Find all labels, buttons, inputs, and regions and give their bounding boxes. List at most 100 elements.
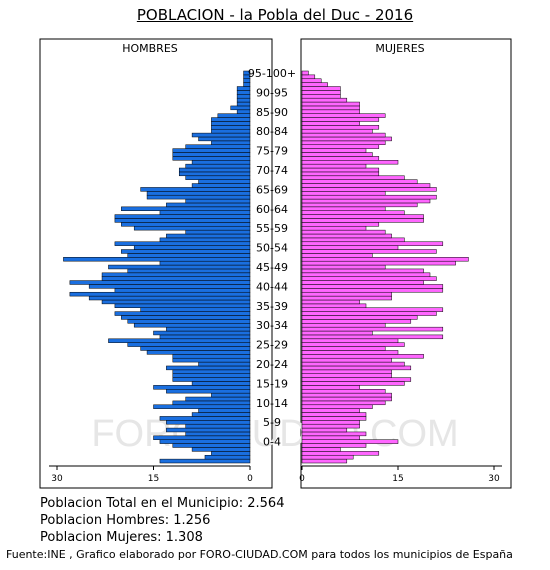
- men-bar-age-94: [236, 94, 251, 99]
- men-bar-age-69: [146, 191, 251, 196]
- age-label: 5-9: [263, 416, 281, 429]
- men-bar-age-95: [236, 90, 251, 95]
- men-bar-age-29: [140, 346, 251, 351]
- men-bar-age-66: [166, 202, 251, 208]
- women-bar-age-81: [301, 144, 380, 149]
- men-bar-age-0: [159, 458, 251, 464]
- men-bar-age-7: [185, 431, 251, 437]
- men-bar-age-92: [236, 101, 251, 107]
- men-bar-age-87: [211, 121, 251, 126]
- women-bar-age-7: [301, 431, 367, 437]
- women-bar-age-85: [301, 128, 373, 134]
- women-bar-age-77: [301, 160, 399, 165]
- women-bar-age-20: [301, 381, 405, 386]
- women-bar-age-13: [301, 408, 360, 413]
- women-bar-age-89: [301, 113, 386, 118]
- men-bar-age-27: [172, 354, 251, 359]
- women-bar-age-41: [301, 299, 360, 305]
- men-bar-age-17: [211, 392, 251, 398]
- men-bar-age-62: [114, 218, 251, 223]
- women-bar-age-16: [301, 396, 392, 402]
- men-bar-age-73: [185, 175, 251, 180]
- women-bars: [301, 70, 469, 464]
- women-bar-age-48: [301, 272, 431, 277]
- men-bar-age-45: [88, 284, 251, 289]
- men-bar-age-61: [121, 222, 251, 227]
- women-bar-age-44: [301, 288, 444, 293]
- tick-label: 0: [247, 474, 253, 484]
- men-bar-age-32: [159, 334, 251, 340]
- women-bar-age-78: [301, 156, 380, 161]
- women-bar-age-27: [301, 354, 424, 359]
- women-bar-age-42: [301, 295, 392, 301]
- women-label: MUJERES: [375, 42, 424, 55]
- women-bar-age-55: [301, 245, 399, 250]
- women-bar-age-49: [301, 268, 424, 274]
- women-bar-age-1: [301, 454, 354, 460]
- men-bar-age-88: [211, 117, 251, 122]
- men-bar-age-34: [166, 326, 251, 332]
- women-bar-age-62: [301, 218, 424, 223]
- tick-label: 30: [51, 474, 63, 484]
- men-bar-age-93: [236, 97, 251, 103]
- men-bar-age-23: [172, 369, 251, 374]
- tick-label: 0: [299, 474, 305, 484]
- men-bar-age-74: [178, 171, 251, 177]
- age-label: 0-4: [263, 436, 281, 449]
- women-bar-age-21: [301, 377, 412, 382]
- women-bar-age-52: [301, 257, 469, 262]
- women-bar-age-8: [301, 427, 348, 433]
- women-bar-age-45: [301, 284, 444, 289]
- men-bar-age-97: [243, 82, 251, 87]
- women-bar-age-2: [301, 451, 380, 456]
- men-bar-age-20: [191, 381, 251, 386]
- men-bar-age-25: [198, 361, 251, 367]
- age-label: 15-19: [256, 377, 288, 390]
- women-bar-age-54: [301, 249, 437, 254]
- men-bar-age-54: [121, 249, 251, 254]
- women-bar-age-30: [301, 342, 405, 347]
- women-bar-age-72: [301, 179, 418, 184]
- men-bar-age-43: [69, 291, 251, 297]
- men-bar-age-63: [114, 214, 251, 219]
- women-bar-age-40: [301, 303, 367, 309]
- women-bar-age-34: [301, 326, 444, 332]
- men-bar-age-60: [133, 225, 251, 231]
- women-bar-age-14: [301, 404, 373, 409]
- women-bar-age-26: [301, 357, 392, 363]
- women-bar-age-24: [301, 365, 412, 371]
- women-bar-age-10: [301, 420, 360, 425]
- women-bar-age-29: [301, 346, 386, 351]
- women-bar-age-11: [301, 416, 367, 421]
- men-population: Poblacion Hombres: 1.256: [40, 513, 211, 528]
- women-bar-age-94: [301, 94, 341, 99]
- women-bar-age-5: [301, 439, 399, 444]
- source-note: Fuente:INE , Grafico elaborado por FORO-…: [6, 548, 513, 561]
- age-label: 55-59: [256, 222, 288, 235]
- women-bar-age-58: [301, 233, 392, 239]
- men-bar-age-6: [153, 435, 251, 440]
- age-label: 60-64: [256, 203, 288, 216]
- women-bar-age-100: [301, 70, 309, 76]
- women-bar-age-68: [301, 194, 437, 200]
- total-population: Poblacion Total en el Municipio: 2.564: [40, 496, 285, 511]
- age-label: 10-14: [256, 397, 288, 410]
- men-bar-age-22: [172, 373, 251, 378]
- men-bar-age-5: [159, 439, 251, 444]
- women-bar-age-19: [301, 385, 360, 390]
- women-bar-age-67: [301, 198, 431, 204]
- men-bar-age-33: [153, 330, 251, 336]
- age-label: 30-34: [256, 319, 288, 332]
- women-bar-age-92: [301, 101, 360, 107]
- men-bar-age-84: [191, 132, 251, 138]
- age-label: 65-69: [256, 183, 288, 196]
- men-bar-age-56: [114, 241, 251, 246]
- men-bar-age-52: [63, 257, 251, 262]
- women-bar-age-66: [301, 202, 418, 208]
- age-label: 20-24: [256, 358, 288, 371]
- men-bar-age-1: [204, 454, 251, 460]
- men-bar-age-31: [108, 338, 251, 343]
- age-label: 85-90: [256, 106, 288, 119]
- men-bar-age-85: [211, 128, 251, 134]
- women-bar-age-96: [301, 86, 341, 91]
